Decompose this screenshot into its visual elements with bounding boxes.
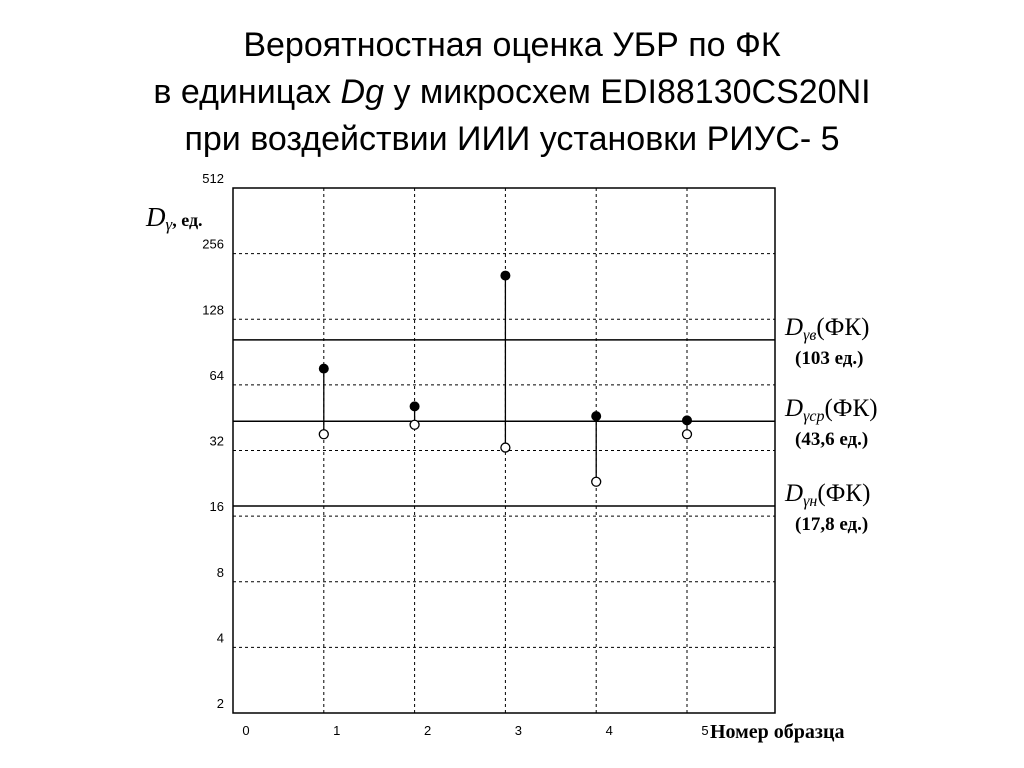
point-filled-1 — [318, 363, 329, 374]
x-tick-label-4: 4 — [606, 723, 613, 738]
reference-label-subscript-0: γв — [803, 327, 816, 344]
title-line-1: Вероятностная оценка УБР по ФК — [243, 26, 781, 64]
title-line-3: при воздействии ИИИ установки РИУС- 5 — [184, 120, 840, 158]
point-open-4 — [591, 476, 602, 487]
title-line-2: в единицах Dg у микросхем EDI88130CS20NI — [0, 69, 1024, 116]
chart-title: Вероятностная оценка УБР по ФК в единица… — [0, 22, 1024, 163]
reference-label-symbol-1: D — [784, 395, 803, 422]
y-tick-label-8: 512 — [202, 171, 224, 186]
y-axis-label-unit: , ед. — [172, 210, 202, 230]
y-axis-label: Dγ, ед. — [145, 202, 203, 234]
reference-value-1: (43,6 ед.) — [795, 429, 868, 450]
y-tick-label-4: 32 — [210, 434, 224, 449]
reference-label-symbol-0: D — [784, 314, 803, 341]
x-tick-label-1: 1 — [333, 723, 340, 738]
y-tick-label-3: 16 — [210, 499, 224, 514]
x-tick-label-2: 2 — [424, 723, 431, 738]
point-open-2 — [409, 419, 420, 430]
point-filled-3 — [500, 270, 511, 281]
reference-label-subscript-2: γн — [803, 493, 817, 510]
y-tick-label-1: 4 — [217, 630, 224, 645]
reference-label-symbol-2: D — [784, 480, 803, 507]
title-line-2-prefix: в единицах — [153, 73, 341, 111]
reference-label-suffix-0: (ФК) — [816, 314, 869, 341]
y-axis-label-subscript: γ — [166, 215, 174, 234]
point-filled-5 — [682, 415, 692, 426]
x-axis-label: Номер образца — [710, 721, 844, 743]
reference-label-2: Dγн(ФК) — [784, 480, 870, 510]
point-open-1 — [318, 429, 329, 440]
y-tick-label-6: 128 — [202, 302, 224, 317]
y-tick-label-0: 2 — [217, 696, 224, 711]
point-open-3 — [500, 442, 511, 453]
title-line-2-suffix: у микросхем EDI88130CS20NI — [384, 73, 871, 111]
x-tick-label-5: 5 — [701, 723, 708, 738]
y-axis-label-symbol: D — [145, 202, 166, 232]
point-open-5 — [681, 429, 693, 440]
reference-label-0: Dγв(ФК) — [784, 314, 869, 344]
point-filled-4 — [591, 411, 602, 422]
y-tick-label-5: 64 — [210, 368, 224, 383]
reference-label-subscript-1: γср — [803, 408, 824, 425]
x-tick-label-0: 0 — [242, 723, 249, 738]
reference-label-suffix-1: (ФК) — [824, 395, 877, 422]
x-tick-label-3: 3 — [515, 723, 522, 738]
reference-value-2: (17,8 ед.) — [795, 514, 868, 535]
title-line-2-variable: Dg — [340, 73, 384, 111]
reference-value-0: (103 ед.) — [795, 348, 863, 369]
plot-frame — [232, 187, 776, 714]
point-filled-2 — [409, 401, 420, 412]
reference-label-suffix-2: (ФК) — [817, 480, 870, 507]
reference-label-1: Dγср(ФК) — [784, 395, 878, 425]
y-tick-label-7: 256 — [202, 237, 224, 252]
y-tick-label-2: 8 — [217, 565, 224, 580]
